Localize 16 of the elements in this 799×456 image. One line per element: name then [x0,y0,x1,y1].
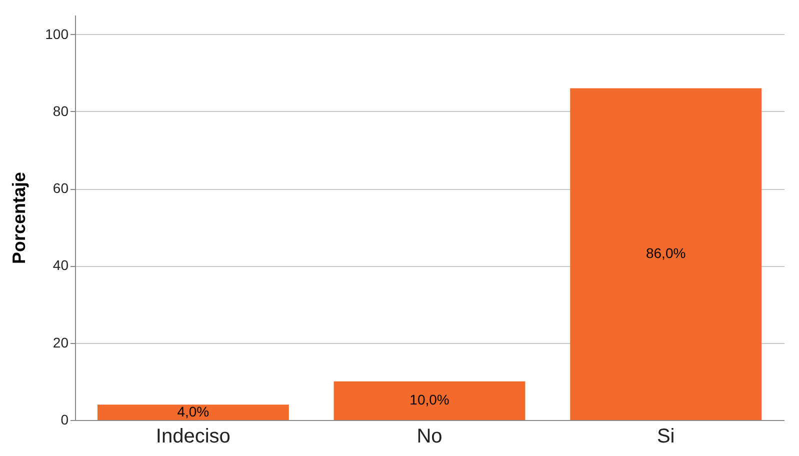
x-tick-label: Si [656,426,675,448]
y-tick-label: 20 [52,334,69,350]
y-tick-label: 100 [45,26,69,42]
bar [97,404,289,420]
y-tick-label: 0 [60,412,69,428]
y-tick-label: 60 [52,180,69,196]
data-label: 4,0% [177,403,210,420]
y-axis-title: Porcentaje [9,172,30,264]
x-tick-label: No [416,426,442,448]
data-label: 10,0% [410,392,450,408]
y-tick-label: 40 [52,257,69,274]
bar [334,381,526,420]
bar [570,88,762,420]
x-tick-label: Indeciso [156,426,230,448]
data-label: 86,0% [646,245,686,262]
y-tick-label: 80 [52,102,69,119]
